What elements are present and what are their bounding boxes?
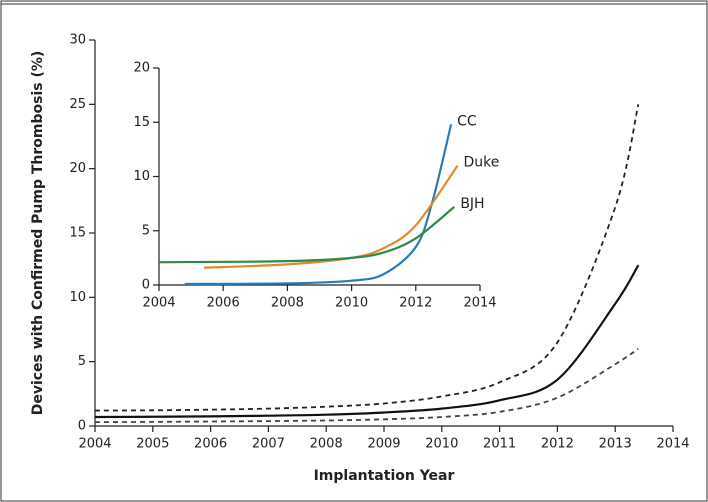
y-tick-label: 10 — [69, 290, 86, 305]
line — [94, 104, 640, 412]
x-tick-label: 2004 — [78, 437, 111, 452]
x-tick-label: 2010 — [425, 437, 458, 452]
x-tick-label: 2012 — [541, 437, 574, 452]
y-tick-label: 20 — [69, 161, 86, 176]
y-tick-label: 15 — [133, 115, 150, 130]
x-tick-label: 2006 — [194, 437, 227, 452]
x-tick-label: 2012 — [399, 296, 432, 311]
x-tick-label: 2008 — [310, 437, 343, 452]
x-tick-label: 2014 — [463, 296, 496, 311]
line — [94, 264, 640, 419]
x-tick-label: 2011 — [483, 437, 516, 452]
line — [94, 348, 639, 424]
y-axis-label: Devices with Confirmed Pump Thrombosis (… — [30, 51, 46, 416]
x-tick-label: 2004 — [142, 296, 175, 311]
x-tick-label: 2014 — [656, 437, 689, 452]
line — [158, 206, 456, 264]
y-tick-label: 0 — [78, 419, 86, 434]
x-tick-label: 2008 — [271, 296, 304, 311]
y-tick-label: 10 — [133, 169, 150, 184]
x-tick-label: 2013 — [599, 437, 632, 452]
x-tick-label: 2009 — [367, 437, 400, 452]
series-label: BJH — [460, 196, 484, 212]
x-tick-label: 2010 — [335, 296, 368, 311]
y-tick-label: 25 — [69, 97, 86, 112]
x-tick-label: 2006 — [207, 296, 240, 311]
y-tick-label: 30 — [69, 33, 86, 48]
series-label: CC — [457, 113, 477, 129]
y-tick-label: 0 — [142, 278, 150, 293]
series-label: Duke — [464, 155, 500, 171]
x-tick-label: 2005 — [136, 437, 169, 452]
line — [203, 165, 459, 269]
x-axis-label: Implantation Year — [314, 468, 455, 484]
y-tick-label: 20 — [133, 61, 150, 76]
y-tick-label: 15 — [69, 226, 86, 241]
y-tick-label: 5 — [78, 354, 86, 369]
y-tick-label: 5 — [142, 223, 150, 238]
x-tick-label: 2007 — [252, 437, 285, 452]
